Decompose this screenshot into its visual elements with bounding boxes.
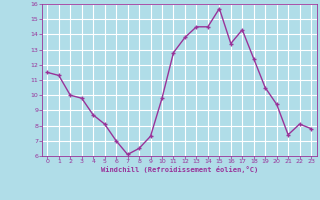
X-axis label: Windchill (Refroidissement éolien,°C): Windchill (Refroidissement éolien,°C) — [100, 166, 258, 173]
